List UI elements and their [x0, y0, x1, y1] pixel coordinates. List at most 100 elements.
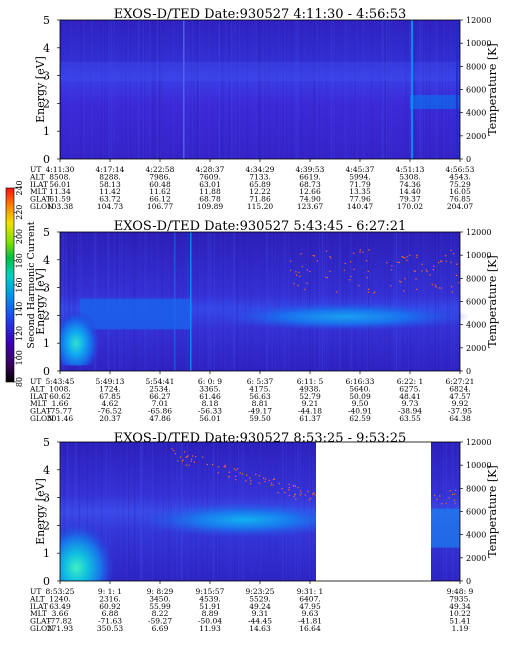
table-cell: -37.95 — [448, 407, 472, 416]
heatmap-streak — [428, 20, 430, 159]
table-row-label: GLAT — [30, 195, 51, 204]
temperature-point — [284, 492, 286, 494]
table-cell: 76.85 — [449, 195, 471, 204]
y2-tick-label: 8000 — [466, 484, 486, 493]
temperature-point — [217, 466, 220, 468]
heatmap-streak — [322, 232, 323, 371]
table-cell: -49.17 — [248, 407, 272, 416]
table-cell: 13.35 — [349, 187, 371, 196]
table-cell: 4:17:14 — [96, 165, 125, 174]
heatmap-streak — [224, 232, 226, 371]
energy-band-main — [135, 501, 355, 538]
temperature-point — [409, 254, 411, 256]
colorbar-tick-label: 120 — [15, 326, 24, 341]
y-tick-label: 0 — [43, 575, 50, 588]
table-cell: 7986. — [149, 172, 170, 181]
heatmap-streak — [350, 20, 352, 159]
table-cell: 4:11:30 — [46, 165, 75, 174]
table-cell: 16.05 — [449, 187, 471, 196]
temperature-point — [312, 254, 314, 257]
heatmap-streak — [345, 232, 347, 371]
temperature-point — [288, 483, 290, 485]
heatmap-streak — [426, 232, 428, 371]
temperature-point — [404, 278, 406, 280]
heatmap-streak — [405, 20, 406, 159]
temperature-point — [191, 458, 193, 460]
table-cell: 9.31 — [252, 609, 269, 618]
temperature-point — [263, 477, 265, 479]
table-cell: -41.81 — [298, 617, 322, 626]
table-row-label: MLT — [30, 609, 47, 618]
heatmap-streak — [64, 232, 66, 371]
table-cell: 60.92 — [99, 602, 121, 611]
heatmap-streak — [436, 232, 437, 371]
heatmap-streak — [309, 232, 311, 371]
heatmap-streak — [231, 20, 233, 159]
temperature-point — [448, 497, 450, 499]
y2-tick-label: 8000 — [466, 62, 486, 71]
table-cell: 4:56:53 — [446, 165, 475, 174]
temperature-point — [359, 249, 361, 251]
y2-tick-label: 2000 — [466, 554, 486, 563]
heatmap-streak — [87, 442, 88, 581]
temperature-point — [295, 498, 297, 500]
table-cell: -38.94 — [398, 407, 422, 416]
temperature-point — [292, 485, 294, 487]
y2-tick-label: 2000 — [466, 344, 486, 353]
y-tick-label: 3 — [43, 492, 50, 505]
table-cell: 9: 1: 1 — [98, 587, 122, 596]
table-cell: 8:53:25 — [46, 587, 75, 596]
table-cell: 56.01 — [199, 414, 220, 423]
heatmap-streak — [73, 232, 75, 371]
heatmap-streak — [295, 20, 297, 159]
heatmap-streak — [70, 20, 72, 159]
temperature-point — [314, 494, 316, 496]
table-cell: 1008. — [49, 384, 70, 393]
heatmap-streak — [104, 20, 105, 159]
heatmap-streak — [68, 232, 69, 371]
table-row-label: UT — [30, 165, 41, 174]
temperature-point — [413, 270, 415, 272]
table-cell: 49.24 — [249, 602, 271, 611]
temperature-point — [450, 249, 452, 251]
temperature-point — [250, 483, 252, 485]
heatmap-streak — [249, 232, 251, 371]
table-cell: 9.92 — [452, 399, 469, 408]
heatmap-streak — [201, 20, 203, 159]
heatmap-streak — [390, 232, 391, 371]
temperature-point — [399, 280, 401, 282]
heatmap-streak — [387, 20, 389, 159]
table-cell: 11.88 — [199, 187, 221, 196]
table-cell: 4:34:29 — [246, 165, 275, 174]
temperature-point — [421, 263, 423, 265]
heatmap-streak — [407, 20, 409, 159]
heatmap-streak — [291, 232, 292, 371]
heatmap-streak — [381, 20, 382, 159]
heatmap-streak — [276, 232, 278, 371]
y-tick-label: 1 — [43, 547, 50, 560]
temperature-point — [298, 271, 300, 274]
y-tick-label: 5 — [43, 436, 50, 449]
heatmap-streak — [143, 442, 144, 581]
temperature-point — [300, 253, 302, 255]
heatmap-streak — [63, 442, 65, 581]
heatmap-streak — [75, 442, 77, 581]
temperature-point — [212, 463, 214, 466]
heatmap-streak — [266, 20, 268, 159]
heatmap-streak — [209, 20, 211, 159]
temperature-point — [350, 276, 352, 278]
energy-band-end — [431, 508, 460, 548]
heatmap-streak — [381, 20, 383, 159]
table-cell: 6275. — [399, 384, 420, 393]
temperature-point — [329, 270, 331, 272]
heatmap-streak — [149, 20, 150, 159]
heatmap-streak — [343, 20, 344, 159]
temperature-point — [440, 260, 442, 262]
table-cell: 77.96 — [349, 195, 371, 204]
heatmap-streak — [331, 232, 333, 371]
heatmap-streak — [255, 20, 257, 159]
temperature-point — [329, 256, 331, 258]
heatmap-streak — [423, 20, 424, 159]
table-cell: 9: 8:29 — [147, 587, 174, 596]
heatmap-streak — [265, 20, 267, 159]
